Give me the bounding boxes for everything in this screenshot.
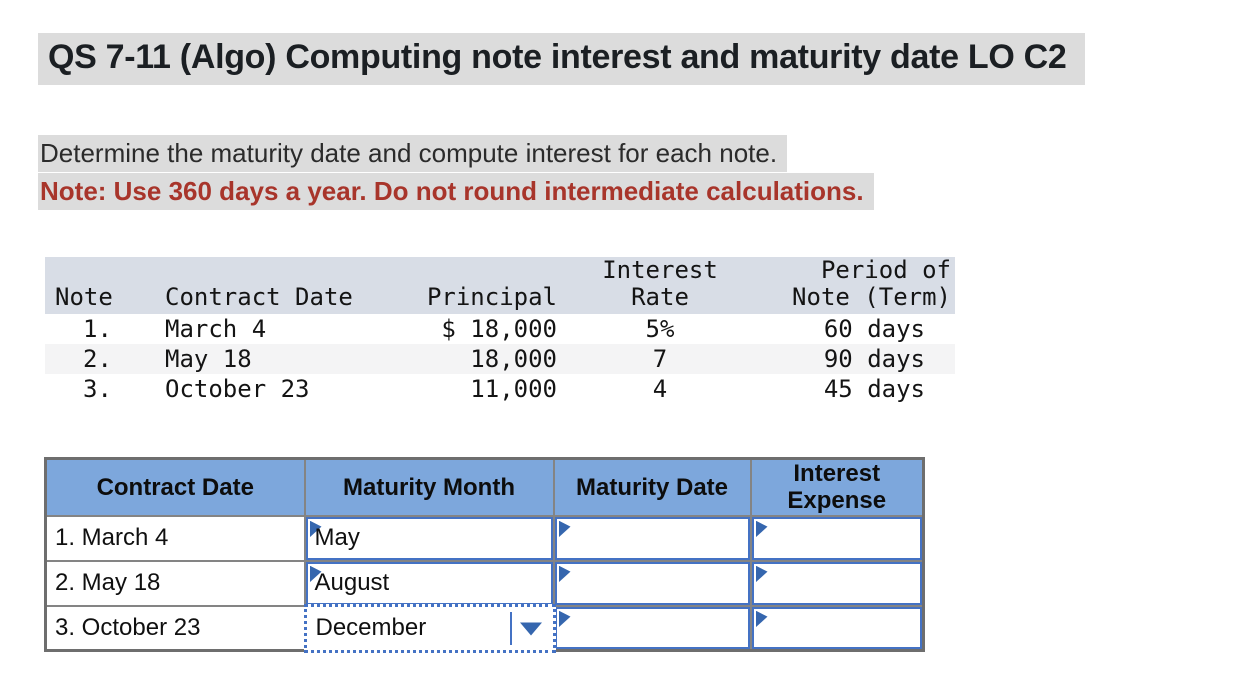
maturity-month-cell[interactable]: December bbox=[303, 603, 556, 653]
notes-header-interest-rate: Interest Rate bbox=[585, 257, 735, 314]
principal: 18,000 bbox=[400, 344, 585, 374]
maturity-month-value: May bbox=[314, 524, 360, 551]
instruction-line: Determine the maturity date and compute … bbox=[38, 135, 788, 172]
interest-rate: 7 bbox=[585, 344, 735, 374]
answer-cell-marker-icon bbox=[558, 610, 571, 628]
header-maturity-month: Maturity Month bbox=[303, 457, 555, 517]
maturity-month-dropdown[interactable]: December bbox=[303, 603, 556, 653]
interest-expense-cell[interactable] bbox=[749, 514, 925, 562]
maturity-month-cell[interactable]: May bbox=[303, 514, 555, 562]
instruction-note-line: Note: Use 360 days a year. Do not round … bbox=[38, 173, 874, 210]
note-number: 1. bbox=[83, 315, 112, 343]
answer-input-box[interactable] bbox=[751, 516, 922, 560]
notes-header-note: Note bbox=[45, 257, 150, 314]
maturity-date-cell[interactable] bbox=[552, 604, 752, 652]
chevron-down-icon[interactable] bbox=[519, 622, 542, 636]
notes-header-principal: Principal bbox=[400, 257, 585, 314]
answer-input-box[interactable]: August bbox=[305, 561, 553, 605]
header-interest-expense: Interest Expense bbox=[749, 457, 925, 517]
principal: $ 18,000 bbox=[441, 315, 557, 343]
maturity-month-cell[interactable]: August bbox=[303, 559, 555, 607]
period-of-note: 60 days bbox=[823, 315, 925, 343]
answer-cell-marker-icon bbox=[558, 520, 571, 538]
instruction-note-text: Note: Use 360 days a year. Do not round … bbox=[38, 173, 874, 210]
answer-input-box[interactable] bbox=[751, 606, 922, 649]
answer-input-box[interactable] bbox=[751, 561, 922, 605]
instructions-block: Determine the maturity date and compute … bbox=[38, 135, 874, 211]
period-of-note: 90 days bbox=[735, 344, 955, 374]
answer-cell-marker-icon bbox=[755, 565, 768, 583]
answer-input-box[interactable] bbox=[554, 516, 750, 560]
notes-data-table: Note Contract Date Principal Interest Ra… bbox=[45, 257, 955, 404]
answer-input-box[interactable] bbox=[554, 606, 750, 649]
row-label: 2. May 18 bbox=[44, 559, 306, 607]
instruction-text: Determine the maturity date and compute … bbox=[38, 135, 788, 172]
contract-date: May 18 bbox=[150, 344, 400, 374]
answer-table: Contract Date Maturity Month Maturity Da… bbox=[44, 457, 925, 653]
maturity-month-value: August bbox=[314, 569, 390, 596]
interest-rate: 5% bbox=[645, 315, 675, 343]
note-number: 2. bbox=[45, 344, 150, 374]
dropdown-selected-value: December bbox=[315, 614, 427, 642]
assignment-title: QS 7-11 (Algo) Computing note interest a… bbox=[38, 33, 1085, 85]
dropdown-divider bbox=[509, 611, 512, 645]
notes-header-row: Note Contract Date Principal Interest Ra… bbox=[45, 257, 955, 314]
answer-row: 3. October 23 December bbox=[44, 603, 925, 653]
answer-input-box[interactable] bbox=[554, 561, 750, 605]
notes-header-contract-date: Contract Date bbox=[150, 257, 400, 314]
row-label: 3. October 23 bbox=[44, 604, 306, 652]
period-of-note: 45 days bbox=[823, 375, 925, 403]
notes-row: 3. October 23 11,000 4 45 days bbox=[45, 374, 955, 404]
answer-row: 2. May 18 August bbox=[44, 559, 925, 607]
answer-input-box[interactable]: May bbox=[305, 516, 553, 560]
note-number: 3. bbox=[83, 375, 112, 403]
row-label: 1. March 4 bbox=[44, 514, 306, 562]
contract-date: October 23 bbox=[165, 375, 310, 403]
notes-row: 1. March 4 $ 18,000 5% 60 days bbox=[45, 314, 955, 344]
interest-rate: 4 bbox=[652, 375, 668, 403]
maturity-date-cell[interactable] bbox=[552, 559, 752, 607]
notes-header-period: Period of Note (Term) bbox=[735, 257, 955, 314]
maturity-date-cell[interactable] bbox=[552, 514, 752, 562]
answer-cell-marker-icon bbox=[558, 565, 571, 583]
contract-date: March 4 bbox=[165, 315, 267, 343]
answer-header-row: Contract Date Maturity Month Maturity Da… bbox=[44, 457, 925, 517]
interest-expense-cell[interactable] bbox=[749, 604, 925, 652]
header-maturity-date: Maturity Date bbox=[552, 457, 752, 517]
header-contract-date: Contract Date bbox=[44, 457, 306, 517]
answer-cell-marker-icon bbox=[755, 610, 768, 628]
principal: 11,000 bbox=[470, 375, 557, 403]
answer-cell-marker-icon bbox=[755, 520, 768, 538]
interest-expense-cell[interactable] bbox=[749, 559, 925, 607]
notes-row: 2. May 18 18,000 7 90 days bbox=[45, 344, 955, 374]
answer-row: 1. March 4 May bbox=[44, 514, 925, 562]
